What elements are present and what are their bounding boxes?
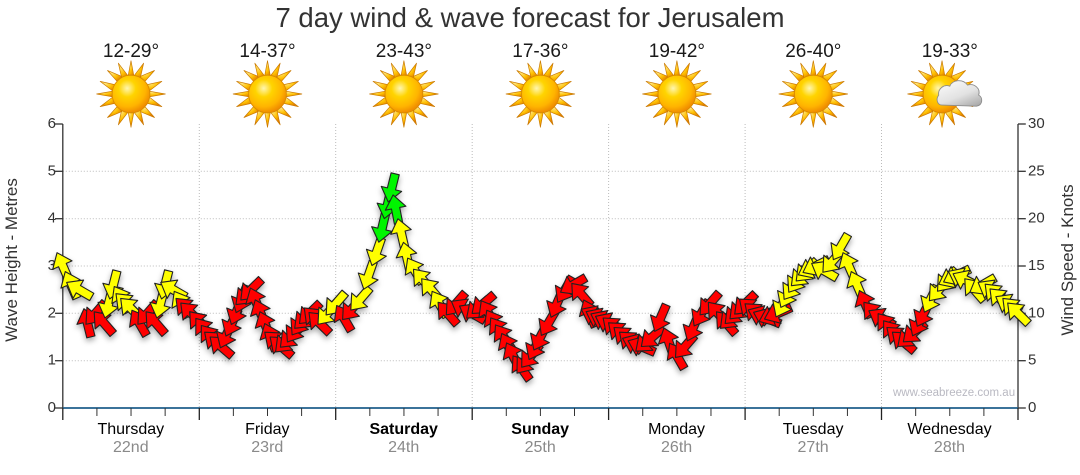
- svg-text:26-40°: 26-40°: [785, 41, 841, 62]
- svg-text:2: 2: [48, 304, 56, 321]
- svg-text:25: 25: [1028, 162, 1045, 179]
- svg-text:17-36°: 17-36°: [512, 41, 568, 62]
- svg-text:0: 0: [48, 399, 56, 416]
- svg-text:19-42°: 19-42°: [649, 41, 705, 62]
- svg-text:0: 0: [1028, 399, 1036, 416]
- svg-text:6: 6: [48, 115, 56, 132]
- svg-text:19-33°: 19-33°: [922, 41, 978, 62]
- svg-text:23-43°: 23-43°: [376, 41, 432, 62]
- svg-text:10: 10: [1028, 304, 1045, 321]
- svg-text:12-29°: 12-29°: [103, 41, 159, 62]
- svg-text:14-37°: 14-37°: [239, 41, 295, 62]
- svg-text:4: 4: [48, 210, 56, 227]
- svg-text:15: 15: [1028, 257, 1045, 274]
- svg-text:5: 5: [48, 162, 56, 179]
- svg-text:1: 1: [48, 352, 56, 369]
- svg-text:5: 5: [1028, 352, 1036, 369]
- svg-text:20: 20: [1028, 210, 1045, 227]
- svg-text:30: 30: [1028, 115, 1045, 132]
